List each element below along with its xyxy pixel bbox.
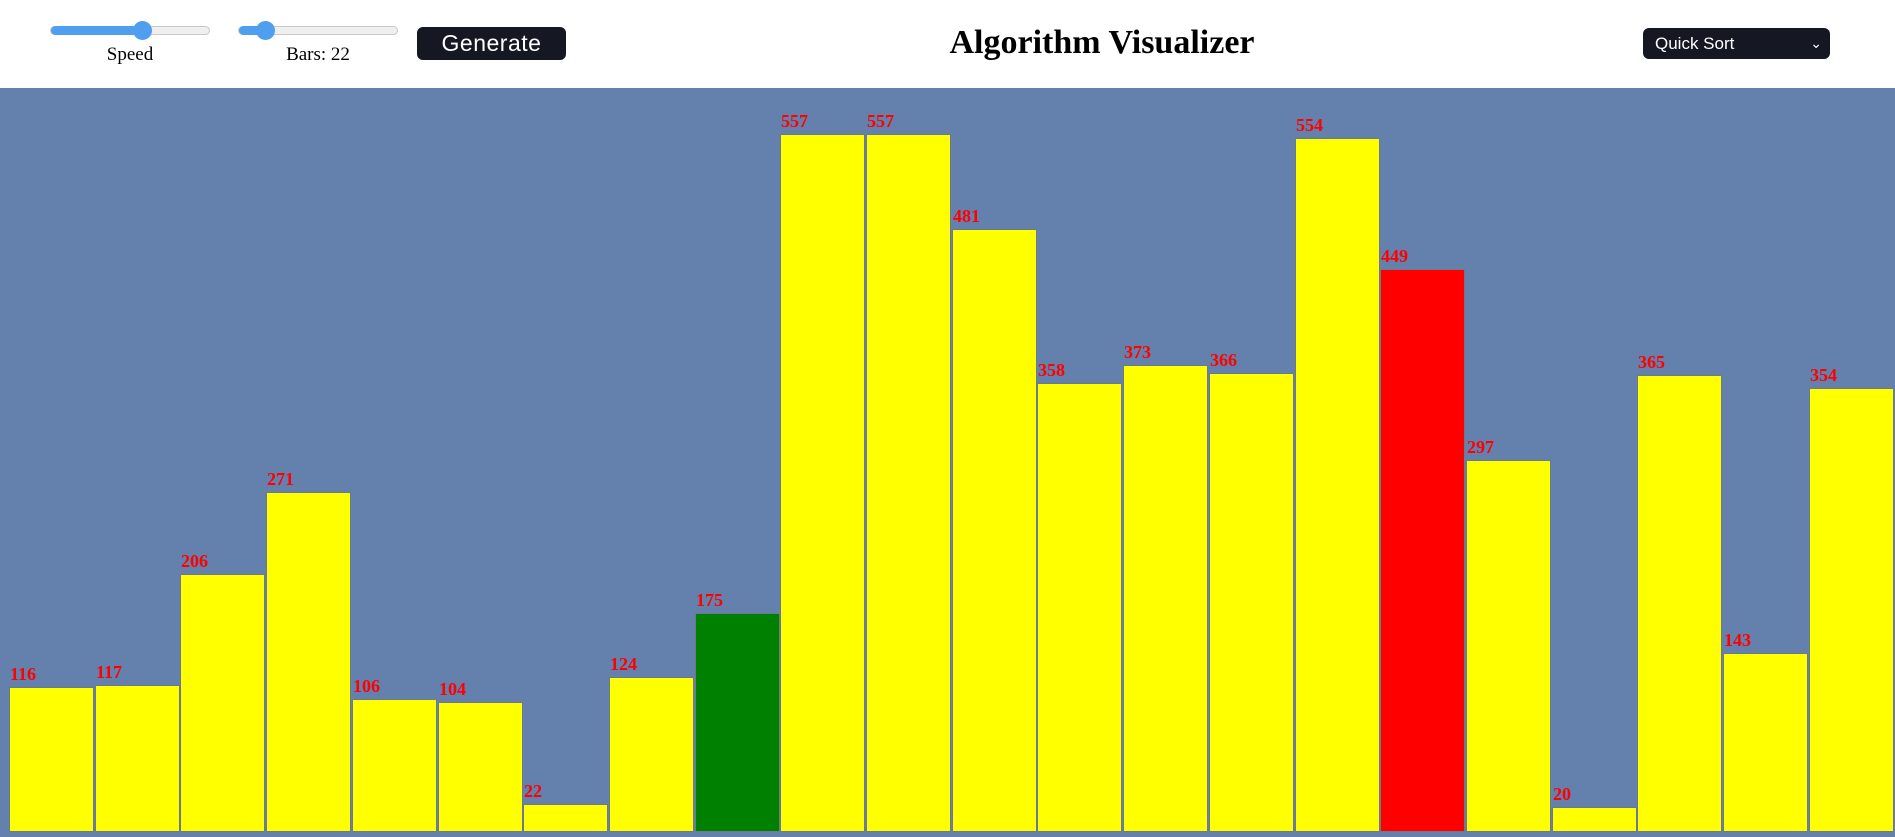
bar-value-label-6: 22 <box>524 781 542 801</box>
bar-0 <box>9 687 94 832</box>
bar-1 <box>95 685 180 832</box>
bar-count-slider[interactable] <box>238 21 398 40</box>
bar-value-label-4: 106 <box>353 676 380 696</box>
bar-2 <box>180 574 265 832</box>
bar-value-label-3: 271 <box>267 469 294 489</box>
algorithm-select[interactable]: Quick Sort ⌄ <box>1643 28 1830 59</box>
speed-control: Speed <box>50 21 210 65</box>
bar-19 <box>1637 375 1722 832</box>
bar-18 <box>1552 807 1637 832</box>
bar-15 <box>1295 138 1380 832</box>
speed-slider-thumb[interactable] <box>133 21 152 40</box>
bar-value-label-8: 175 <box>696 590 723 610</box>
bar-count-slider-fill <box>239 26 265 35</box>
bar-value-label-5: 104 <box>439 679 466 699</box>
speed-label: Speed <box>106 44 154 65</box>
bar-13 <box>1123 365 1208 832</box>
bar-canvas: 116 117 206 271 106 104 22 124 175 557 557 481 358 37… <box>0 88 1895 837</box>
speed-slider-fill <box>51 26 142 35</box>
bar-value-label-9: 557 <box>781 111 808 131</box>
bar-value-label-19: 365 <box>1638 352 1665 372</box>
bar-21 <box>1809 388 1894 832</box>
bar-value-label-16: 449 <box>1381 246 1408 266</box>
bar-14 <box>1209 373 1294 832</box>
bar-value-label-12: 358 <box>1038 360 1065 380</box>
bar-value-label-11: 481 <box>953 206 980 226</box>
bar-value-label-14: 366 <box>1210 350 1237 370</box>
bar-count-slider-thumb[interactable] <box>256 21 275 40</box>
bar-3 <box>266 492 351 832</box>
bar-7 <box>609 677 694 832</box>
bar-4 <box>352 699 437 832</box>
bar-5 <box>438 702 523 832</box>
chevron-down-icon: ⌄ <box>1810 35 1822 51</box>
bar-17 <box>1466 460 1551 832</box>
bar-9 <box>780 134 865 832</box>
bar-value-label-2: 206 <box>181 551 208 571</box>
bar-value-label-7: 124 <box>610 654 637 674</box>
speed-slider[interactable] <box>50 21 210 40</box>
bar-16 <box>1380 269 1465 832</box>
bar-value-label-1: 117 <box>96 662 123 682</box>
bar-value-label-17: 297 <box>1467 437 1494 457</box>
toolbar: Speed Bars: 22 Generate Algorithm Visual… <box>0 0 1895 88</box>
bar-20 <box>1723 653 1808 832</box>
page-title-wrapper: Algorithm Visualizer <box>0 22 1895 64</box>
bar-11 <box>952 229 1037 832</box>
bar-8 <box>695 613 780 832</box>
bar-count-label: Bars: 22 <box>286 44 350 65</box>
bar-value-label-20: 143 <box>1724 630 1751 650</box>
bar-value-label-18: 20 <box>1553 784 1571 804</box>
generate-button[interactable]: Generate <box>417 27 566 60</box>
algorithm-select-value: Quick Sort <box>1655 34 1735 53</box>
bar-value-label-0: 116 <box>10 664 37 684</box>
bar-value-label-10: 557 <box>867 111 894 131</box>
bar-10 <box>866 134 951 832</box>
bar-value-label-15: 554 <box>1296 115 1323 135</box>
bar-12 <box>1037 383 1122 832</box>
bar-value-label-13: 373 <box>1124 342 1151 362</box>
page-title: Algorithm Visualizer <box>949 24 1255 61</box>
bar-value-label-21: 354 <box>1810 365 1837 385</box>
bar-6 <box>523 804 608 832</box>
bar-count-control: Bars: 22 <box>238 21 398 65</box>
